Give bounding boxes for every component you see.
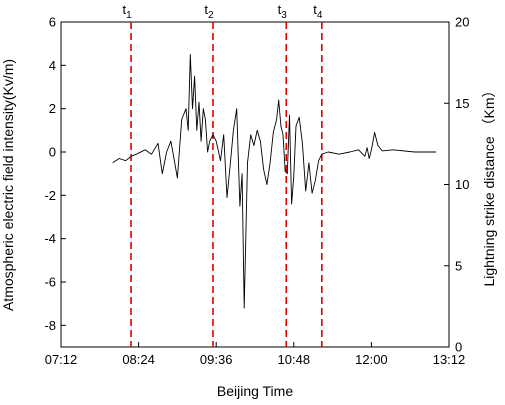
left-y-axis-ticks: -8 -6 -4 -2 0 2 4 6 [44, 15, 66, 333]
event-label-t4: t4 [313, 2, 323, 21]
left-y-axis-title: Atmospheric electric field intensity(Kv/… [0, 59, 16, 311]
right-y-axis-ticks: 0 5 10 15 20 [444, 15, 469, 355]
left-y-tick-label: 0 [49, 145, 56, 160]
right-y-tick-label: 10 [455, 177, 469, 192]
event-label-t1: t1 [122, 2, 132, 21]
right-y-axis-title: Lightning strike distance （Km） [481, 83, 497, 286]
x-tick-label: 13:12 [433, 352, 466, 367]
event-label-t2: t2 [204, 2, 214, 21]
x-tick-label: 07:12 [45, 352, 78, 367]
left-y-tick-label: -6 [44, 275, 56, 290]
right-y-tick-label: 0 [455, 340, 462, 355]
left-y-tick-label: -4 [44, 231, 56, 246]
x-tick-label: 09:36 [200, 352, 233, 367]
series-group [112, 54, 437, 309]
right-y-tick-label: 20 [455, 15, 469, 30]
x-tick-label: 08:24 [122, 352, 155, 367]
event-label-t3: t3 [278, 2, 288, 21]
x-tick-label: 12:00 [355, 352, 388, 367]
left-y-tick-label: -8 [44, 318, 56, 333]
plot-area-frame [60, 21, 450, 348]
left-y-tick-label: 4 [49, 58, 56, 73]
right-y-tick-label: 5 [455, 258, 462, 273]
left-y-tick-label: 2 [49, 101, 56, 116]
x-axis-title: Beijing Time [217, 383, 293, 399]
event-marker-lines: t1 t2 t3 t4 [122, 2, 323, 347]
x-tick-label: 10:48 [278, 352, 311, 367]
right-y-tick-label: 15 [455, 96, 469, 111]
series-line-0 [112, 54, 437, 309]
left-y-tick-label: -2 [44, 188, 56, 203]
x-axis-ticks: 07:12 08:24 09:36 10:48 12:00 13:12 [45, 342, 466, 367]
left-y-tick-label: 6 [49, 15, 56, 30]
